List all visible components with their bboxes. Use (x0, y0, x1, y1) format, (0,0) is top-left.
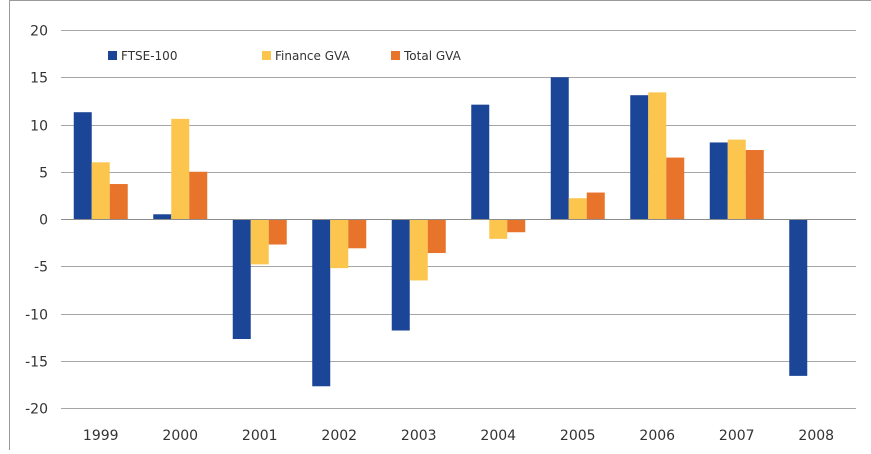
bar-total-gva-2004 (507, 219, 526, 233)
x-tick-label: 2004 (480, 428, 516, 444)
bar-finance-gva-2005 (568, 198, 587, 219)
y-axis-ticks: 20 15 10 5 0 -5 -10 -15 -20 (25, 24, 48, 418)
legend-swatch-finance-gva (262, 51, 271, 60)
x-tick-label: 2001 (242, 428, 278, 444)
bar-finance-gva-2001 (250, 219, 269, 265)
legend-swatch-ftse-100 (108, 51, 117, 60)
bar-ftse-100-2007 (709, 142, 728, 219)
y-tick-label: -20 (25, 402, 48, 418)
bar-ftse-100-2003 (391, 219, 410, 331)
bar-ftse-100-2005 (550, 77, 569, 219)
bar-ftse-100-2002 (312, 219, 331, 387)
bar-ftse-100-1999 (73, 112, 92, 219)
bar-finance-gva-1999 (91, 162, 110, 219)
y-tick-label: 15 (30, 71, 48, 87)
bar-total-gva-2003 (427, 219, 446, 254)
bar-total-gva-2000 (189, 171, 208, 219)
bar-finance-gva-2007 (727, 139, 746, 219)
legend-label-ftse-100: FTSE-100 (121, 49, 177, 63)
legend-label-total-gva: Total GVA (403, 49, 462, 63)
legend-label-finance-gva: Finance GVA (275, 49, 350, 63)
y-tick-label: 5 (39, 166, 48, 182)
legend-swatch-total-gva (391, 51, 400, 60)
bar-finance-gva-2000 (171, 118, 190, 219)
bar-total-gva-2006 (666, 157, 685, 219)
y-tick-label: -15 (25, 355, 48, 371)
y-tick-label: -10 (25, 308, 48, 324)
y-tick-label: 10 (30, 119, 48, 135)
bar-total-gva-2007 (745, 150, 764, 219)
bar-ftse-100-2001 (232, 219, 251, 340)
x-tick-label: 2007 (719, 428, 755, 444)
bar-total-gva-1999 (109, 184, 128, 219)
y-tick-label: 20 (30, 24, 48, 40)
y-tick-label: 0 (39, 213, 48, 229)
bar-ftse-100-2006 (630, 95, 649, 219)
bar-finance-gva-2004 (489, 219, 508, 239)
x-tick-label: 2000 (162, 428, 198, 444)
bar-total-gva-2002 (348, 219, 367, 249)
x-tick-label: 2003 (401, 428, 437, 444)
bar-finance-gva-2006 (648, 92, 667, 219)
bars (73, 77, 808, 387)
bar-finance-gva-2003 (409, 219, 428, 281)
y-tick-label: -5 (34, 260, 48, 276)
x-axis-ticks: 1999 2000 2001 2002 2003 2004 2005 2006 2007 2008 (83, 428, 834, 444)
bar-ftse-100-2008 (789, 219, 808, 376)
bar-ftse-100-2000 (153, 214, 172, 219)
bar-finance-gva-2002 (330, 219, 349, 269)
x-tick-label: 2002 (321, 428, 357, 444)
legend: FTSE-100 Finance GVA Total GVA (108, 49, 462, 63)
x-tick-label: 2008 (798, 428, 834, 444)
x-tick-label: 2006 (639, 428, 675, 444)
x-tick-label: 2005 (560, 428, 596, 444)
bar-ftse-100-2004 (471, 104, 490, 219)
x-tick-label: 1999 (83, 428, 119, 444)
bar-total-gva-2001 (268, 219, 287, 245)
bar-total-gva-2005 (586, 192, 605, 219)
